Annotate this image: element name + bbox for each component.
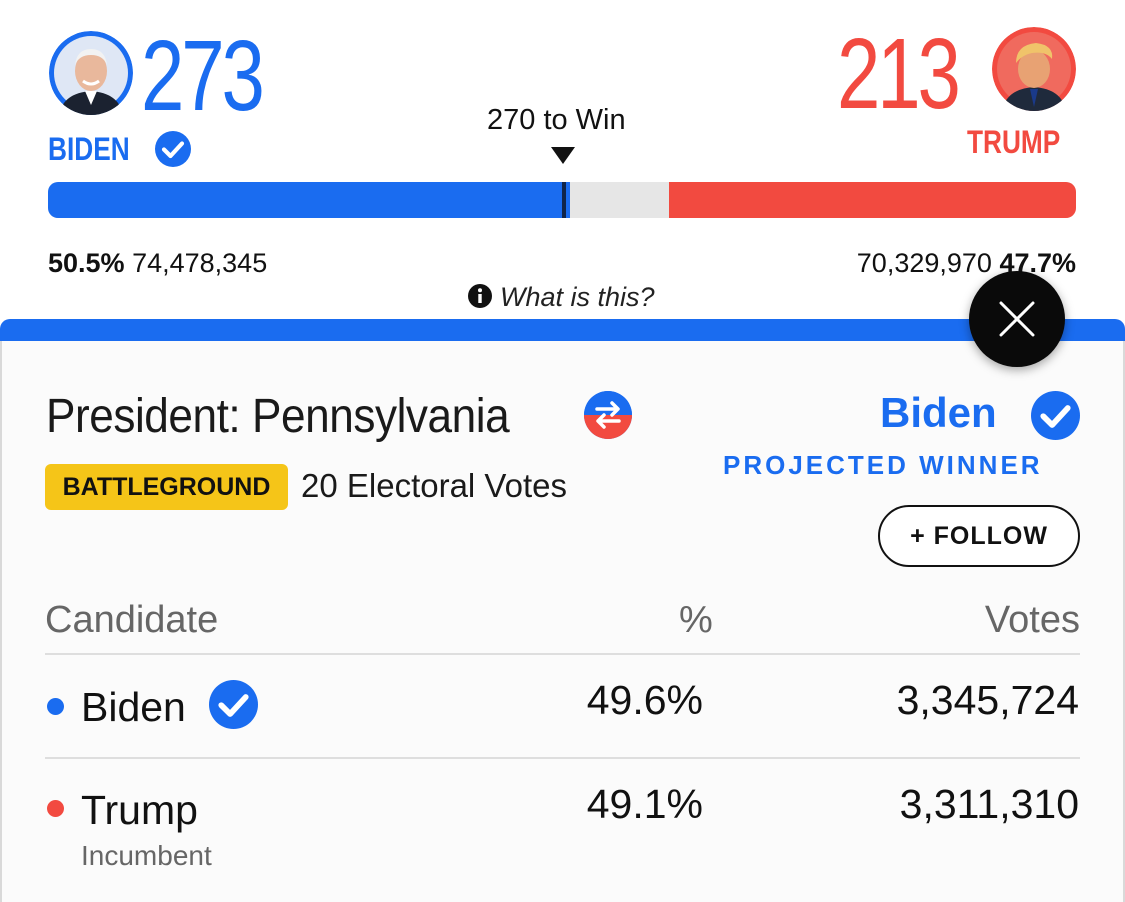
triangle-down-icon bbox=[551, 147, 575, 169]
candidate-status: Incumbent bbox=[81, 840, 212, 871]
biden-bar-fill bbox=[48, 182, 570, 218]
flip-arrows-icon bbox=[584, 391, 632, 444]
trump-bar-fill bbox=[669, 182, 1076, 218]
close-icon bbox=[999, 301, 1035, 342]
candidate-votes: 3,311,310 bbox=[899, 781, 1079, 827]
threshold-marker bbox=[562, 182, 566, 218]
candidate-color-dot bbox=[47, 698, 64, 715]
info-icon bbox=[468, 284, 492, 315]
candidate-votes: 3,345,724 bbox=[896, 677, 1079, 723]
trump-name: TRUMP bbox=[967, 124, 1061, 160]
table-divider bbox=[45, 653, 1080, 655]
winner-check-icon bbox=[1031, 391, 1080, 445]
electoral-votes-label: 20 Electoral Votes bbox=[301, 467, 567, 504]
column-header-percent: % bbox=[679, 599, 713, 641]
what-is-this-link[interactable]: What is this? bbox=[468, 282, 655, 315]
biden-avatar bbox=[49, 31, 133, 115]
biden-popular-votes: 74,478,345 bbox=[132, 248, 268, 278]
biden-name: BIDEN bbox=[48, 131, 130, 167]
column-header-votes: Votes bbox=[984, 599, 1080, 641]
trump-popular: 70,329,970 47.7% bbox=[857, 248, 1076, 279]
candidate-percent: 49.6% bbox=[586, 677, 703, 723]
panel-top-border bbox=[0, 319, 1125, 341]
table-divider bbox=[45, 757, 1080, 759]
trump-avatar bbox=[992, 27, 1076, 111]
trump-popular-votes: 70,329,970 bbox=[856, 248, 992, 278]
candidate-name: Biden bbox=[81, 684, 186, 730]
what-is-this-label: What is this? bbox=[500, 282, 655, 312]
column-header-candidate: Candidate bbox=[45, 599, 219, 641]
winner-check-icon bbox=[209, 680, 258, 734]
check-icon bbox=[155, 131, 191, 172]
electoral-progress-bar bbox=[48, 182, 1076, 218]
projected-winner-name: Biden bbox=[880, 389, 997, 436]
trump-electoral-votes: 213 bbox=[837, 18, 961, 130]
candidate-color-dot bbox=[47, 800, 64, 817]
threshold-label: 270 to Win bbox=[487, 104, 626, 136]
table-row: Biden 49.6% 3,345,724 bbox=[0, 655, 1125, 758]
race-title: President: Pennsylvania bbox=[46, 390, 510, 443]
follow-button[interactable]: + FOLLOW bbox=[878, 505, 1080, 567]
biden-percent: 50.5% bbox=[48, 248, 125, 278]
race-panel bbox=[0, 341, 1125, 902]
biden-electoral-votes: 273 bbox=[141, 20, 265, 132]
candidate-name: Trump bbox=[81, 787, 198, 833]
candidate-percent: 49.1% bbox=[586, 781, 703, 827]
table-row: Trump Incumbent 49.1% 3,311,310 bbox=[0, 759, 1125, 902]
biden-popular: 50.5% 74,478,345 bbox=[48, 248, 267, 279]
projected-winner-label: PROJECTED WINNER bbox=[723, 450, 1043, 480]
close-button[interactable] bbox=[969, 271, 1065, 367]
battleground-badge: BATTLEGROUND bbox=[45, 464, 288, 510]
biden-label: BIDEN bbox=[48, 131, 130, 168]
